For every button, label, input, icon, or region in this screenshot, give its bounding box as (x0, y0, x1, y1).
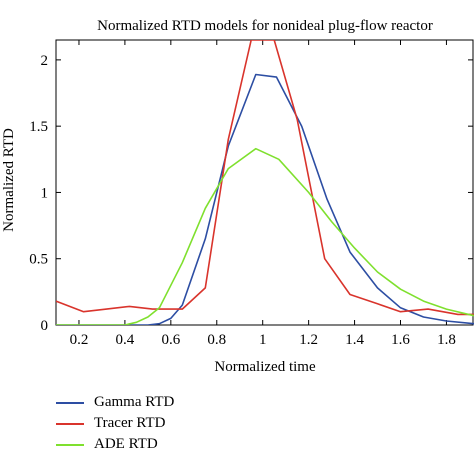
series-line-tracer-rtd (56, 40, 474, 316)
series-line-ade-rtd (56, 147, 474, 325)
x-tick-label: 1.2 (299, 332, 318, 348)
legend-label-tracer-rtd: Tracer RTD (94, 415, 166, 431)
series-line-gamma-rtd (56, 73, 474, 325)
y-tick-label: 0.5 (29, 252, 48, 268)
x-tick-label: 1.4 (345, 332, 364, 348)
plot-area-frame (55, 39, 474, 326)
legend-swatch-tracer-rtd (56, 423, 84, 425)
legend-swatch-gamma-rtd (56, 402, 84, 404)
legend-label-gamma-rtd: Gamma RTD (94, 394, 175, 410)
x-tick-label: 0.6 (161, 332, 180, 348)
x-tick-label: 0.8 (207, 332, 226, 348)
y-tick-label: 2 (41, 53, 49, 69)
y-tick-label: 0 (41, 318, 49, 334)
chart-title: Normalized RTD models for nonideal plug-… (97, 18, 433, 34)
x-axis-label: Normalized time (214, 359, 316, 375)
x-tick-label: 1.6 (391, 332, 410, 348)
y-axis: 0 0.5 1 1.5 2 (29, 53, 473, 334)
x-tick-label: 1 (259, 332, 267, 348)
legend-swatch-ade-rtd (56, 444, 84, 446)
x-axis: 0.2 0.4 0.6 0.8 1 1.2 1.4 1.6 1.8 (70, 40, 456, 348)
legend-label-ade-rtd: ADE RTD (94, 436, 158, 452)
legend-item-gamma-rtd: Gamma RTD (56, 392, 276, 413)
legend-item-ade-rtd: ADE RTD (56, 434, 276, 455)
y-axis-label: Normalized RTD (1, 128, 17, 232)
y-tick-label: 1.5 (29, 119, 48, 135)
x-tick-label: 0.2 (70, 332, 89, 348)
chart-legend: Gamma RTD Tracer RTD ADE RTD (56, 392, 276, 455)
series-lines (56, 40, 474, 325)
x-tick-label: 1.8 (437, 332, 456, 348)
legend-item-tracer-rtd: Tracer RTD (56, 413, 276, 434)
y-tick-label: 1 (41, 185, 49, 201)
x-tick-label: 0.4 (116, 332, 135, 348)
